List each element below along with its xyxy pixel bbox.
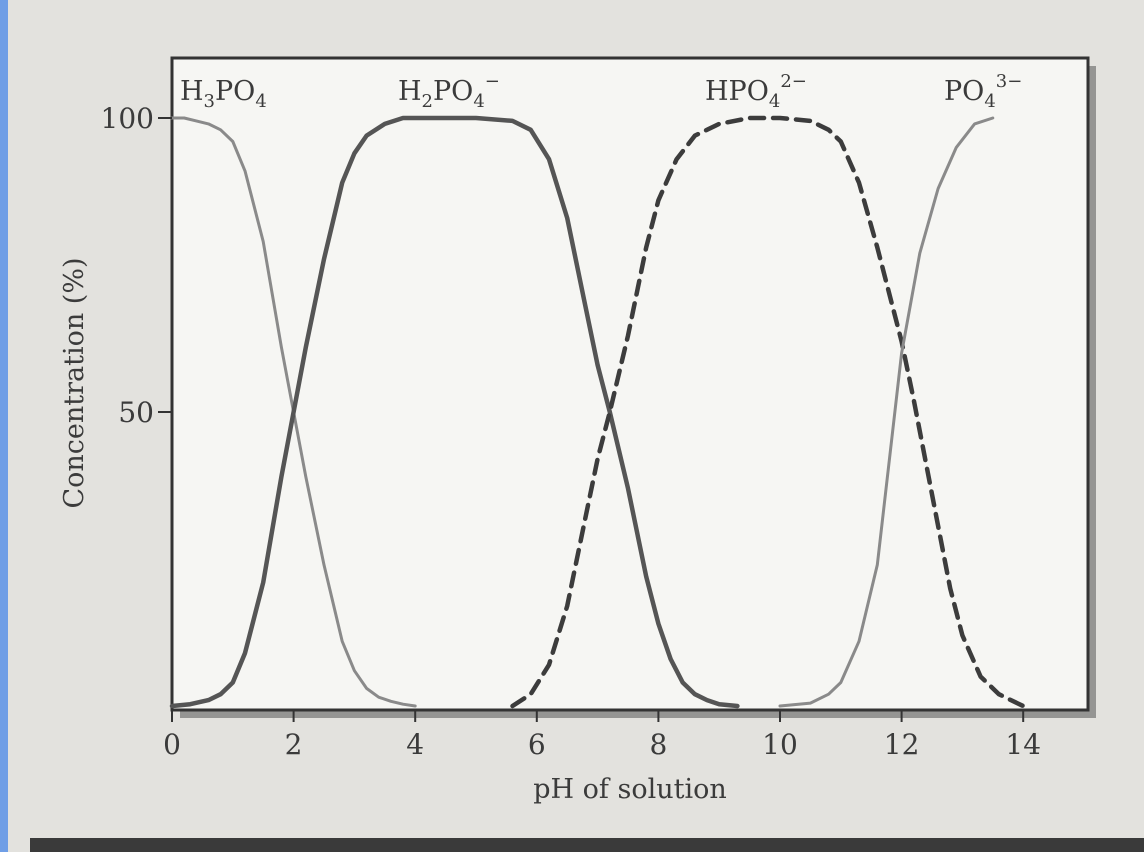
plot-area bbox=[170, 56, 1090, 712]
x-tick-label: 4 bbox=[406, 728, 424, 761]
series-label-2: H2PO4− bbox=[398, 71, 500, 112]
x-axis-title: pH of solution bbox=[533, 774, 727, 805]
x-tick-label: 6 bbox=[528, 728, 546, 761]
series-line-2 bbox=[169, 115, 740, 709]
y-tick-label: 100 bbox=[101, 102, 154, 135]
x-tick-label: 2 bbox=[285, 728, 303, 761]
series-label-4: PO43− bbox=[944, 71, 1022, 112]
series-label-layer: H3PO4 H2PO4− HPO42− PO43− bbox=[180, 71, 1022, 112]
bottom-border-bar bbox=[30, 838, 1144, 852]
y-axis-title: Concentration (%) bbox=[59, 257, 90, 508]
x-tick-label: 12 bbox=[884, 728, 920, 761]
series-line-4 bbox=[778, 116, 995, 708]
series-label-3: HPO42− bbox=[705, 71, 807, 112]
x-tick-label: 14 bbox=[1005, 728, 1041, 761]
series-layer bbox=[169, 115, 1026, 709]
x-tick-label: 8 bbox=[649, 728, 667, 761]
tick-layer: 0 2 4 6 8 10 12 14 50 100 bbox=[101, 102, 1041, 761]
x-tick-label: 0 bbox=[163, 728, 181, 761]
x-tick-label: 10 bbox=[762, 728, 798, 761]
series-label-1: H3PO4 bbox=[180, 76, 267, 112]
y-tick-label: 50 bbox=[118, 396, 154, 429]
series-line-3 bbox=[510, 115, 1026, 709]
